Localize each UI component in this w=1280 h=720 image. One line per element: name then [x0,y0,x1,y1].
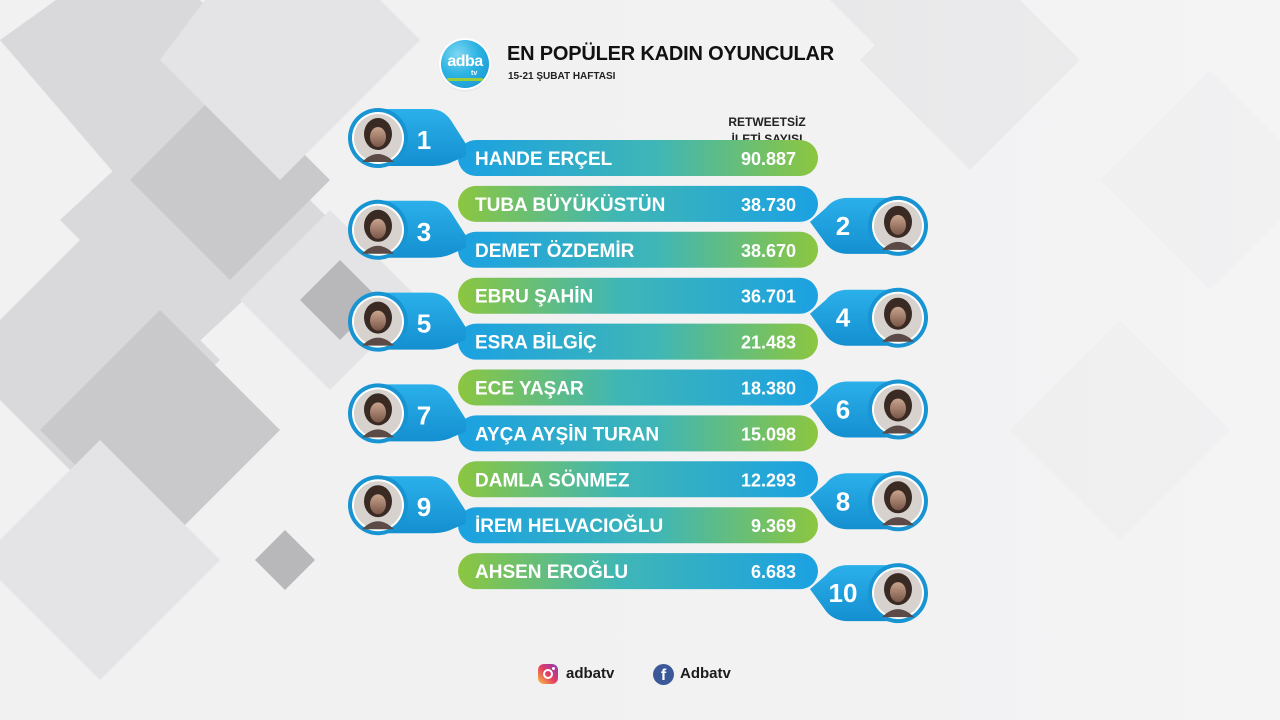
chart-row-10: 10 AHSEN EROĞLU 6.683 [458,553,928,624]
chart-row-5: 5 ESRA BİLGİÇ 21.483 [348,291,818,360]
rank-number-8: 8 [836,486,850,516]
chart-row-2: 2 TUBA BÜYÜKÜSTÜN 38.730 [458,185,928,256]
bar-9 [458,507,818,544]
bar-3 [458,231,818,268]
bar-10 [458,553,818,590]
logo-sub: tv [471,70,478,77]
chart-row-1: 1 HANDE ERÇEL 90.887 [348,108,818,176]
bar-1 [458,140,818,176]
page-title: EN POPÜLER KADIN OYUNCULAR [507,43,835,65]
chart-row-9: 9 İREM HELVACIOĞLU 9.369 [348,475,818,544]
page-subtitle: 15-21 ŞUBAT HAFTASI [508,71,616,82]
rank-number-6: 6 [836,395,850,425]
actress-photo-10 [874,569,922,618]
actress-photo-8 [874,477,922,526]
bar-8 [458,461,818,498]
facebook-handle[interactable]: Adbatv [680,665,731,682]
actress-photo-7 [354,389,402,438]
rank-number-2: 2 [836,211,850,241]
actress-name-1: HANDE ERÇEL [475,149,613,170]
value-label-8: 12.293 [741,470,796,490]
actress-name-7: AYÇA AYŞİN TURAN [475,424,659,445]
actress-name-2: TUBA BÜYÜKÜSTÜN [475,195,665,216]
facebook-icon: f [653,664,674,685]
rank-number-5: 5 [417,309,431,339]
rank-number-10: 10 [829,578,858,608]
chart-row-3: 3 DEMET ÖZDEMİR 38.670 [348,199,818,268]
actress-name-10: AHSEN EROĞLU [475,561,628,583]
logo-underline [447,78,483,81]
bar-4 [458,277,818,314]
value-label-9: 9.369 [751,516,796,536]
value-label-2: 38.730 [741,195,796,215]
chart-row-4: 4 EBRU ŞAHİN 36.701 [458,277,928,348]
actress-name-4: EBRU ŞAHİN [475,287,593,308]
actress-photo-1 [354,114,402,162]
actress-photo-5 [354,297,402,346]
actress-photo-2 [874,201,922,250]
actress-name-5: ESRA BİLGİÇ [475,333,597,354]
bar-7 [458,415,818,452]
bar-5 [458,323,818,360]
rank-number-7: 7 [417,400,431,430]
rank-number-9: 9 [417,492,431,522]
value-label-10: 6.683 [751,562,796,582]
value-label-5: 21.483 [741,333,796,353]
chart-row-6: 6 ECE YAŞAR 18.380 [458,369,928,440]
actress-photo-4 [874,293,922,342]
value-label-3: 38.670 [741,241,796,261]
actress-name-8: DAMLA SÖNMEZ [475,470,630,491]
actress-name-6: ECE YAŞAR [475,379,584,400]
actress-photo-6 [874,385,922,434]
instagram-handle[interactable]: adbatv [566,665,615,682]
chart-row-7: 7 AYÇA AYŞİN TURAN 15.098 [348,383,818,452]
instagram-icon [538,664,558,684]
bar-2 [458,185,818,222]
value-label-6: 18.380 [741,379,796,399]
chart-row-8: 8 DAMLA SÖNMEZ 12.293 [458,461,928,532]
rank-number-4: 4 [836,303,851,333]
value-column-header-line1: RETWEETSİZ [728,115,806,129]
actress-photo-3 [354,205,402,254]
actress-photo-9 [354,481,402,530]
value-label-1: 90.887 [741,149,796,169]
rank-number-1: 1 [417,125,431,155]
bar-6 [458,369,818,406]
actress-name-9: İREM HELVACIOĞLU [475,515,663,537]
rank-number-3: 3 [417,217,431,247]
actress-name-3: DEMET ÖZDEMİR [475,241,635,262]
adba-tv-logo: adba tv [441,40,489,88]
logo-wordmark: adba [447,53,483,70]
value-label-7: 15.098 [741,424,796,444]
value-label-4: 36.701 [741,287,796,307]
